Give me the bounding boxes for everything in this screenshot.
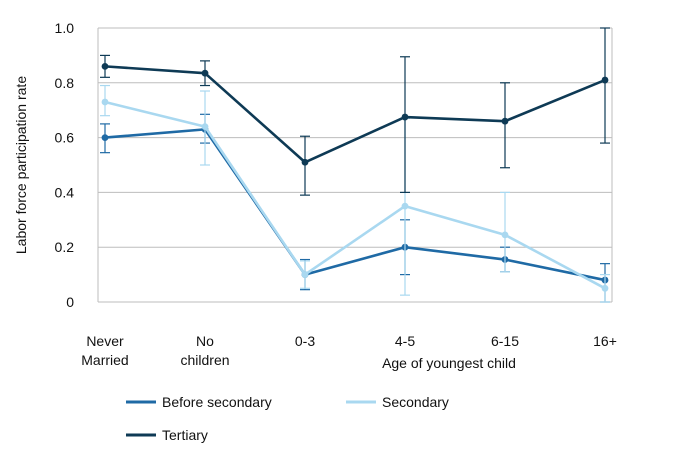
legend-item: Before secondary bbox=[126, 394, 272, 410]
x-tick-label: Never Married bbox=[81, 333, 128, 368]
legend-label: Secondary bbox=[382, 394, 449, 410]
x-tick-labels: Never Married No children 0-3 4-5 6-15 16+ bbox=[81, 333, 617, 368]
data-point bbox=[401, 202, 409, 210]
series-tertiary bbox=[100, 27, 610, 196]
x-tick-label: 4-5 bbox=[395, 333, 415, 349]
series-line bbox=[104, 128, 606, 282]
x-tick-label-line: children bbox=[180, 352, 229, 368]
legend-label: Tertiary bbox=[162, 427, 208, 443]
data-point bbox=[501, 117, 509, 125]
gridlines bbox=[97, 27, 613, 303]
series-line bbox=[104, 100, 606, 290]
series-secondary bbox=[100, 84, 610, 303]
x-tick-label-line: 6-15 bbox=[491, 333, 519, 349]
series-lines bbox=[100, 27, 610, 303]
series-before-secondary bbox=[100, 113, 610, 303]
data-point bbox=[201, 123, 209, 131]
data-point bbox=[101, 62, 109, 70]
x-tick-label-line: 16+ bbox=[593, 333, 617, 349]
x-axis-title: Age of youngest child bbox=[382, 355, 516, 371]
x-tick-label-line: No bbox=[196, 333, 214, 349]
y-tick-label: 0.4 bbox=[55, 184, 75, 200]
y-tick-label: 0.2 bbox=[55, 239, 75, 255]
legend-item: Secondary bbox=[346, 394, 449, 410]
data-point bbox=[101, 98, 109, 106]
x-tick-label-line: Married bbox=[81, 352, 128, 368]
legend-item: Tertiary bbox=[126, 427, 208, 443]
y-tick-label: 0 bbox=[66, 294, 74, 310]
y-tick-label: 1.0 bbox=[55, 20, 75, 36]
data-point bbox=[601, 284, 609, 292]
x-tick-label: 6-15 bbox=[491, 333, 519, 349]
x-tick-label-line: 0-3 bbox=[295, 333, 315, 349]
legend-label: Before secondary bbox=[162, 394, 272, 410]
data-point bbox=[301, 271, 309, 278]
data-point bbox=[501, 231, 509, 239]
y-tick-label: 0.8 bbox=[55, 75, 75, 91]
x-tick-label: 0-3 bbox=[295, 333, 315, 349]
data-point bbox=[301, 158, 309, 166]
data-point bbox=[401, 113, 409, 121]
x-tick-label-line: Never bbox=[86, 333, 124, 349]
data-point bbox=[201, 69, 209, 77]
x-tick-label: 16+ bbox=[593, 333, 617, 349]
series-line bbox=[104, 65, 606, 164]
y-tick-labels: 0 0.2 0.4 0.6 0.8 1.0 bbox=[55, 20, 75, 310]
y-tick-label: 0.6 bbox=[55, 130, 75, 146]
data-point bbox=[601, 76, 609, 84]
x-tick-label: No children bbox=[180, 333, 229, 368]
legend: Before secondary Secondary Tertiary bbox=[126, 394, 449, 443]
x-tick-label-line: 4-5 bbox=[395, 333, 415, 349]
data-point bbox=[101, 134, 109, 142]
y-axis-title: Labor force participation rate bbox=[13, 76, 29, 254]
